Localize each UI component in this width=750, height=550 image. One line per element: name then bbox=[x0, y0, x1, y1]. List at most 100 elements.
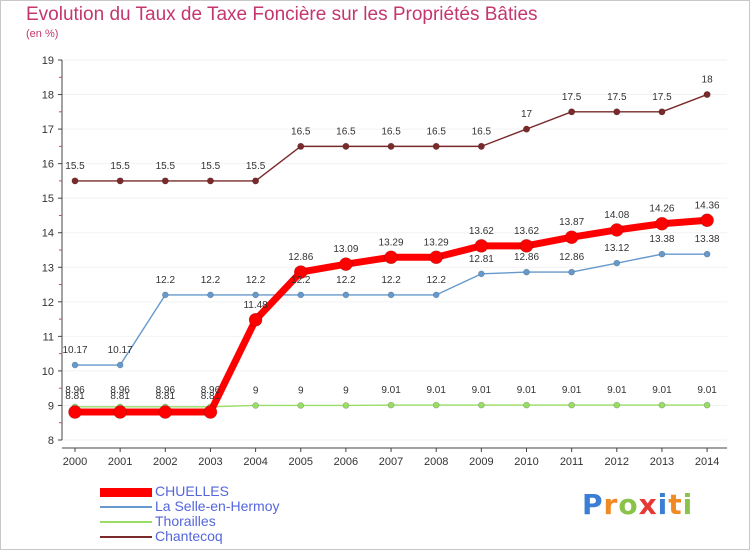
data-point-thorailles bbox=[252, 402, 259, 409]
data-point-chantecoq bbox=[522, 125, 530, 133]
data-point-chuelles bbox=[203, 405, 218, 419]
data-point-chantecoq bbox=[703, 91, 711, 99]
data-point-chuelles bbox=[158, 405, 173, 419]
data-point-chuelles bbox=[248, 312, 263, 327]
data-label-thorailles: 8.96 bbox=[201, 385, 221, 396]
data-point-chuelles bbox=[113, 405, 127, 419]
data-label-la-selle-en-hermoy: 13.38 bbox=[695, 234, 720, 245]
data-label-chantecoq: 17.5 bbox=[652, 92, 672, 103]
x-tick-label: 2010 bbox=[514, 456, 538, 468]
data-label-thorailles: 9.01 bbox=[562, 385, 582, 396]
data-label-thorailles: 9.01 bbox=[697, 385, 717, 396]
data-point-thorailles bbox=[432, 401, 440, 409]
data-point-la-selle-en-hermoy bbox=[658, 250, 666, 258]
data-point-chuelles bbox=[655, 216, 669, 231]
data-point-la-selle-en-hermoy bbox=[613, 259, 621, 267]
data-point-thorailles bbox=[568, 401, 575, 409]
data-point-la-selle-en-hermoy bbox=[207, 291, 214, 299]
y-tick-label: 16 bbox=[42, 159, 54, 171]
legend-swatch-chantecoq bbox=[100, 536, 152, 538]
data-point-thorailles bbox=[387, 401, 395, 409]
x-tick-label: 2002 bbox=[153, 456, 177, 468]
data-point-chantecoq bbox=[477, 142, 485, 150]
data-label-chantecoq: 15.5 bbox=[65, 161, 85, 172]
data-label-chuelles: 8.81 bbox=[110, 391, 130, 402]
data-label-thorailles: 8.96 bbox=[156, 385, 176, 396]
data-point-chantecoq bbox=[387, 142, 395, 150]
data-label-chantecoq: 15.5 bbox=[201, 161, 221, 172]
data-label-chantecoq: 18 bbox=[702, 75, 714, 86]
data-point-chuelles bbox=[293, 265, 308, 279]
y-tick-label: 19 bbox=[42, 55, 54, 67]
data-point-chuelles bbox=[339, 257, 353, 271]
data-point-thorailles bbox=[523, 401, 530, 409]
y-tick-label: 17 bbox=[42, 124, 54, 136]
data-label-chantecoq: 16.5 bbox=[291, 126, 311, 137]
data-label-thorailles: 9.01 bbox=[426, 385, 446, 396]
y-tick-label: 15 bbox=[42, 193, 54, 205]
data-label-la-selle-en-hermoy: 12.2 bbox=[336, 275, 356, 286]
data-point-chuelles bbox=[609, 223, 624, 237]
x-tick-label: 2012 bbox=[605, 456, 629, 468]
data-point-chantecoq bbox=[252, 177, 260, 185]
data-point-chantecoq bbox=[116, 177, 124, 185]
x-tick-label: 2003 bbox=[198, 456, 222, 468]
data-label-la-selle-en-hermoy: 12.86 bbox=[514, 252, 539, 263]
data-point-chuelles bbox=[700, 213, 714, 228]
data-point-la-selle-en-hermoy bbox=[432, 291, 440, 299]
data-label-chantecoq: 15.5 bbox=[246, 161, 266, 172]
legend-label-chuelles: CHUELLES bbox=[155, 483, 229, 499]
chart-title: Evolution du Taux de Taxe Foncière sur l… bbox=[26, 4, 538, 25]
data-point-chuelles bbox=[429, 250, 444, 265]
chart-subtitle: (en %) bbox=[26, 28, 59, 40]
data-label-chuelles: 8.81 bbox=[65, 391, 85, 402]
data-label-chuelles: 8.81 bbox=[156, 391, 176, 402]
data-point-chuelles bbox=[564, 230, 579, 245]
data-label-chuelles: 13.87 bbox=[559, 217, 584, 228]
data-label-chuelles: 8.81 bbox=[201, 391, 221, 402]
x-tick-label: 2013 bbox=[650, 456, 674, 468]
data-point-chuelles bbox=[384, 250, 398, 265]
data-label-chuelles: 13.09 bbox=[333, 244, 358, 255]
x-tick-label: 2009 bbox=[469, 456, 493, 468]
data-label-la-selle-en-hermoy: 12.81 bbox=[469, 254, 494, 265]
logo-letter: i bbox=[682, 488, 694, 521]
data-labels-chuelles: 8.81 8.81 8.81 8.81 11.48 12.86 13.09 13.29 13.2… bbox=[65, 200, 720, 402]
data-point-chantecoq bbox=[432, 142, 440, 150]
data-label-chuelles: 13.29 bbox=[379, 237, 404, 248]
data-label-la-selle-en-hermoy: 12.2 bbox=[246, 275, 266, 286]
x-tick-label: 2005 bbox=[289, 456, 313, 468]
data-label-chantecoq: 15.5 bbox=[156, 161, 176, 172]
x-tick-label: 2011 bbox=[560, 456, 584, 468]
data-label-thorailles: 9.01 bbox=[652, 385, 672, 396]
data-label-chuelles: 13.62 bbox=[514, 226, 539, 237]
data-point-la-selle-en-hermoy bbox=[387, 291, 395, 299]
data-label-chuelles: 11.48 bbox=[243, 300, 268, 311]
x-tick-label: 2014 bbox=[695, 456, 719, 468]
data-point-thorailles bbox=[703, 401, 711, 409]
y-tick-label: 14 bbox=[42, 228, 54, 240]
logo-letter: r bbox=[603, 488, 619, 521]
data-label-thorailles: 8.96 bbox=[110, 385, 130, 396]
data-point-chuelles bbox=[474, 239, 489, 253]
x-tick-label: 2000 bbox=[63, 456, 87, 468]
data-label-la-selle-en-hermoy: 13.38 bbox=[649, 234, 674, 245]
data-point-chantecoq bbox=[568, 108, 576, 116]
data-label-la-selle-en-hermoy: 13.12 bbox=[604, 243, 629, 254]
legend-label-la-selle-en-hermoy: La Selle-en-Hermoy bbox=[155, 498, 280, 514]
data-labels-thorailles: 8.96 8.96 8.96 8.96 9 9 9 9.01 9.01 9.01 9.01 9.01 9… bbox=[65, 385, 717, 397]
y-tick-label: 10 bbox=[42, 366, 54, 378]
data-point-la-selle-en-hermoy bbox=[297, 291, 305, 299]
data-point-thorailles bbox=[297, 402, 305, 409]
data-label-thorailles: 9 bbox=[298, 385, 304, 396]
data-label-thorailles: 9.01 bbox=[381, 385, 401, 396]
series-la-selle-en-hermoy bbox=[71, 250, 711, 369]
data-point-thorailles bbox=[613, 401, 621, 409]
series-chantecoq bbox=[71, 91, 711, 185]
data-label-chantecoq: 16.5 bbox=[426, 126, 446, 137]
series-thorailles bbox=[71, 401, 711, 411]
data-label-chuelles: 14.08 bbox=[604, 210, 629, 221]
data-point-chantecoq bbox=[71, 177, 79, 185]
data-point-chuelles bbox=[68, 405, 82, 419]
